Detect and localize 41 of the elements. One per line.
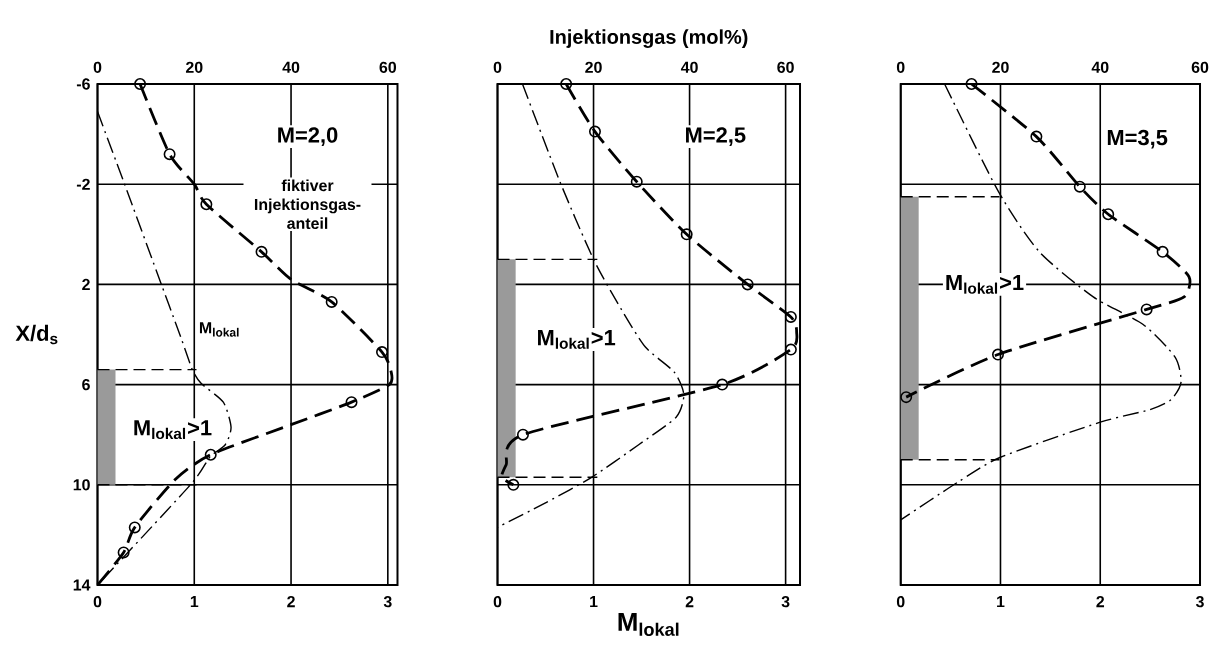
- x2-axis-title: Injektionsgas (mol%): [550, 29, 748, 48]
- y-tick-label: -6: [76, 78, 90, 90]
- y-tick-label: -2: [76, 178, 90, 190]
- x-tick-label: 3: [1195, 596, 1204, 608]
- x-tick-label: 3: [383, 596, 392, 608]
- x-tick-label: 2: [287, 596, 295, 608]
- y-tick-label: 10: [73, 479, 90, 491]
- y-tick-label: 2: [82, 278, 90, 290]
- band-label: M$_{lokal}$>1: [538, 330, 616, 349]
- x2-tick-label: 40: [282, 61, 300, 73]
- x-tick-label: 2: [685, 596, 694, 608]
- x-tick-label: 1: [590, 596, 598, 608]
- y-tick-label: 14: [73, 579, 91, 591]
- x-tick-label: 1: [997, 596, 1005, 608]
- x2-tick-label: 20: [185, 61, 203, 73]
- y-tick-label: 6: [82, 378, 90, 391]
- annotation: M=3,5: [1107, 129, 1168, 149]
- x2-tick-label: 60: [777, 61, 794, 73]
- annotation: M=2,0: [278, 127, 338, 146]
- x-axis-title: M$_{lokal}$: [618, 613, 679, 636]
- x2-tick-label: 0: [93, 61, 102, 73]
- x-tick-label: 2: [1096, 596, 1105, 608]
- x-tick-label: 0: [896, 596, 905, 608]
- series-label: fiktiver Injektionsgas-anteil: [254, 179, 361, 230]
- band-label: M$_{lokal}$>1: [946, 275, 1024, 294]
- x-tick-label: 1: [190, 596, 199, 608]
- x2-tick-label: 60: [1191, 61, 1209, 73]
- series-label: M$_{lokal}$: [199, 322, 239, 337]
- band-label: M$_{lokal}$>1: [134, 420, 212, 440]
- x2-tick-label: 20: [992, 61, 1009, 73]
- y-axis-title: X/d$_{s}$: [15, 324, 58, 345]
- annotation: M=2,5: [686, 127, 746, 146]
- x-tick-label: 3: [781, 596, 790, 608]
- x-tick-label: 0: [493, 596, 502, 608]
- x2-tick-label: 0: [493, 61, 502, 73]
- x2-tick-label: 40: [680, 61, 698, 73]
- x2-tick-label: 20: [585, 61, 602, 73]
- x2-tick-label: 60: [379, 61, 397, 73]
- x-tick-label: 0: [93, 596, 102, 608]
- x2-tick-label: 0: [896, 61, 905, 73]
- x2-tick-label: 40: [1091, 61, 1109, 73]
